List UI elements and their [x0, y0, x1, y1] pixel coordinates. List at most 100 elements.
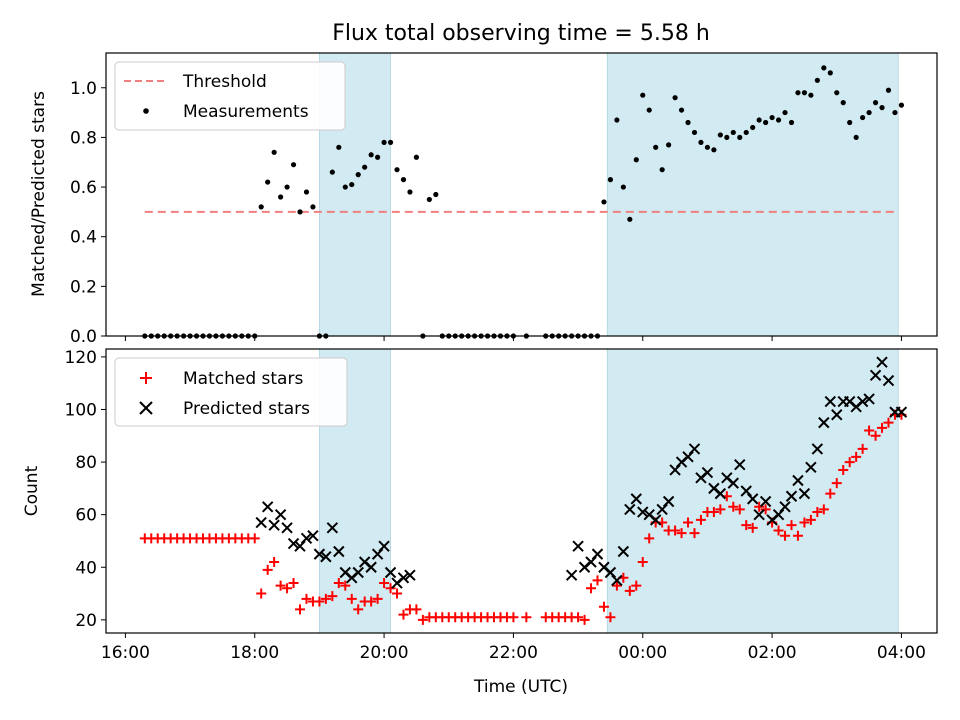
predicted-star-point	[779, 501, 791, 513]
predicted-star-point	[669, 464, 681, 476]
matched-star-point	[353, 604, 364, 615]
top-panel-frame	[105, 52, 938, 337]
matched-star-point	[637, 557, 648, 567]
matched-star-point	[249, 533, 260, 544]
measurement-point	[737, 134, 743, 141]
measurement-point	[375, 154, 381, 160]
matched-star-point	[611, 580, 622, 591]
predicted-star-point	[404, 569, 416, 581]
measurement-point	[853, 134, 859, 141]
matched-star-point	[805, 514, 816, 525]
matched-star-point	[624, 585, 635, 596]
predicted-star-point	[688, 443, 701, 455]
predicted-star-point	[307, 529, 319, 542]
measurement-point	[659, 167, 665, 173]
matched-star-point	[586, 583, 597, 594]
x-tick-label: 22:00	[489, 643, 538, 663]
measurement-point	[400, 177, 407, 183]
matched-star-point	[838, 464, 849, 475]
measurement-point	[614, 117, 620, 123]
measurement-point	[381, 139, 387, 145]
matched-star-point	[851, 451, 862, 462]
matched-star-point	[728, 501, 739, 512]
matched-star-point	[799, 517, 810, 528]
predicted-star-point	[333, 545, 345, 558]
predicted-star-point	[268, 519, 280, 531]
measurement-point	[310, 204, 316, 210]
y-tick-label: 100	[65, 400, 97, 420]
matched-star-point	[288, 578, 299, 589]
predicted-star-point	[798, 487, 811, 500]
measurement-point	[278, 194, 284, 200]
predicted-star-point	[326, 522, 339, 534]
matched-star-point	[715, 504, 726, 515]
measurement-point	[834, 90, 840, 96]
measurement-point	[879, 105, 885, 111]
top-panel: 0.0 0.2 0.4 0.6 0.8 1.0 Matched/Predicted sta…	[29, 52, 938, 347]
predicted-star-point	[831, 409, 843, 421]
legend-measurements-swatch	[143, 108, 149, 114]
measurement-point	[769, 114, 775, 121]
matched-star-point	[825, 488, 836, 499]
matched-star-point	[327, 591, 338, 602]
measurement-point	[349, 181, 355, 188]
predicted-star-point	[617, 545, 630, 558]
matched-star-point	[411, 604, 422, 615]
matched-star-point	[346, 593, 357, 604]
matched-star-point	[883, 417, 894, 428]
bottom-panel: 20 40 60 80 100 120 16:00 18:00 20:00 22:00 00:00…	[22, 348, 938, 697]
measurement-point	[724, 134, 730, 141]
measurement-point	[342, 184, 348, 190]
predicted-star-point	[313, 548, 326, 560]
measurement-point	[433, 191, 439, 198]
top-legend: Threshold Measurements	[114, 61, 346, 131]
measurement-point	[840, 100, 846, 106]
predicted-star-point	[624, 503, 636, 516]
measurement-point	[607, 177, 614, 183]
matched-star-point	[592, 575, 603, 586]
measurement-point	[601, 199, 607, 205]
predicted-star-point	[876, 356, 888, 368]
predicted-star-point	[753, 508, 765, 521]
measurement-point	[898, 102, 905, 108]
predicted-star-point	[649, 514, 662, 526]
legend-measurements-label: Measurements	[183, 102, 309, 122]
matched-star-point	[844, 457, 855, 468]
matched-star-point	[340, 580, 351, 591]
legend-matched-label: Matched stars	[183, 369, 303, 389]
predicted-star-point	[352, 566, 364, 579]
predicted-star-point	[792, 474, 804, 487]
predicted-star-point	[261, 501, 274, 513]
bottom-panel-frame	[105, 348, 938, 634]
bottom-legend: Matched stars Predicted stars	[114, 357, 348, 427]
measurement-point	[672, 95, 678, 101]
legend-matched-swatch	[140, 372, 152, 384]
x-tick-label: 04:00	[877, 643, 926, 663]
measurement-point	[788, 119, 795, 126]
predicted-star-point	[384, 566, 397, 579]
predicted-star-point	[365, 561, 377, 573]
measurement-point	[329, 169, 335, 175]
matched-star-point	[573, 612, 584, 623]
matched-star-point	[282, 583, 293, 594]
predicted-star-point	[818, 416, 830, 429]
measurement-point	[407, 189, 413, 195]
matched-star-point	[320, 593, 331, 604]
measurement-point	[756, 117, 762, 123]
predicted-star-point	[591, 548, 604, 560]
measurement-point	[633, 157, 639, 163]
matched-star-point	[295, 604, 306, 615]
matched-star-point	[792, 530, 803, 541]
matched-star-point	[521, 612, 532, 623]
matched-star-point	[741, 520, 752, 531]
chart-title: Flux total observing time = 5.58 h	[332, 21, 710, 46]
measurement-point	[258, 204, 264, 210]
shaded-interval	[606, 52, 899, 337]
measurement-point	[691, 129, 698, 136]
measurement-point	[866, 109, 872, 116]
measurement-point	[646, 107, 652, 113]
measurement-point	[743, 129, 749, 136]
predicted-star-point	[701, 466, 714, 479]
matched-star-point	[262, 564, 273, 575]
